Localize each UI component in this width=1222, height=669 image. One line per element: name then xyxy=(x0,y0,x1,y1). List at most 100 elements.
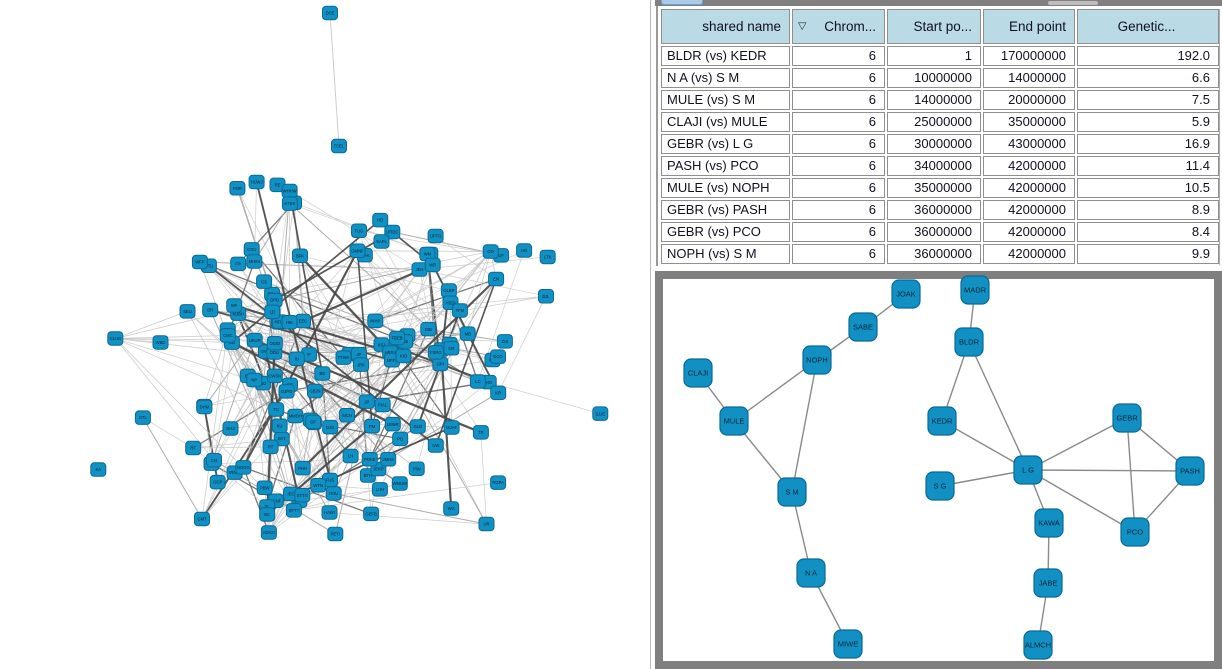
table-row[interactable]: MULE (vs) S M 6 14000000 20000000 7.5 xyxy=(661,90,1219,110)
network-edge[interactable] xyxy=(272,251,491,295)
network-edge[interactable] xyxy=(274,231,393,301)
network-node[interactable]: CLHB xyxy=(107,331,124,346)
table-row[interactable]: GEBR (vs) PASH 6 36000000 42000000 8.9 xyxy=(661,200,1219,220)
network-edge[interactable] xyxy=(378,381,489,470)
network-edge[interactable] xyxy=(274,342,393,361)
network-edge[interactable] xyxy=(1126,417,1136,533)
network-edge[interactable] xyxy=(233,305,278,410)
network-edge[interactable] xyxy=(268,344,382,533)
network-node[interactable]: SJJE xyxy=(592,406,609,421)
network-node[interactable]: DHM xyxy=(196,399,213,415)
network-node[interactable]: JMNS xyxy=(380,452,397,467)
network-node[interactable]: MIWE xyxy=(833,629,863,659)
network-node[interactable]: JRK xyxy=(353,357,369,372)
network-node[interactable]: WR xyxy=(424,257,441,273)
network-edge[interactable] xyxy=(299,255,449,291)
network-edge[interactable] xyxy=(201,375,276,520)
network-node[interactable]: PIW xyxy=(408,461,425,476)
network-node[interactable]: KR xyxy=(490,385,507,401)
network-edge[interactable] xyxy=(419,269,547,297)
network-node[interactable]: GMNF xyxy=(349,243,366,258)
network-node[interactable]: BFK xyxy=(292,248,308,263)
network-edge[interactable] xyxy=(488,381,601,415)
network-node[interactable]: TTWA xyxy=(335,350,352,365)
column-header-endpoint[interactable]: End point xyxy=(983,9,1075,44)
network-node[interactable]: DCE xyxy=(322,5,338,21)
network-node[interactable]: NP xyxy=(246,372,263,388)
network-edge[interactable] xyxy=(114,338,215,461)
network-node[interactable]: MB xyxy=(459,326,476,341)
network-edge[interactable] xyxy=(1027,469,1136,533)
network-edge[interactable] xyxy=(213,343,276,461)
network-node[interactable]: FBEB xyxy=(389,330,406,346)
network-node[interactable]: GMT xyxy=(194,511,210,527)
table-row[interactable]: MULE (vs) NOPH 6 35000000 42000000 10.5 xyxy=(661,178,1219,198)
network-node[interactable]: OJPG xyxy=(278,384,295,399)
network-edge[interactable] xyxy=(293,352,391,511)
network-node[interactable]: BE xyxy=(314,366,331,381)
column-header-startpo[interactable]: Start po... xyxy=(887,9,981,44)
network-edge[interactable] xyxy=(274,295,547,344)
table-scrollbar-track[interactable] xyxy=(1219,9,1220,265)
network-node[interactable]: IJCP xyxy=(209,474,226,490)
network-edge[interactable] xyxy=(394,346,487,525)
network-edge[interactable] xyxy=(467,251,492,334)
network-node[interactable]: DIB xyxy=(420,321,437,337)
network-node[interactable]: EEC xyxy=(295,313,311,329)
table-row[interactable]: BLDR (vs) KEDR 6 1 170000000 192.0 xyxy=(661,46,1219,66)
network-edge[interactable] xyxy=(329,12,340,147)
network-node[interactable]: L G xyxy=(1013,455,1043,485)
network-edge[interactable] xyxy=(115,338,277,410)
network-edge[interactable] xyxy=(419,256,548,270)
network-edge[interactable] xyxy=(255,181,335,494)
network-node[interactable]: NHJ xyxy=(222,421,239,436)
network-edge[interactable] xyxy=(192,390,287,449)
network-node[interactable]: JOAK xyxy=(891,279,921,309)
table-row[interactable]: N A (vs) S M 6 10000000 14000000 6.6 xyxy=(661,68,1219,88)
network-node[interactable]: MMDH xyxy=(287,408,304,424)
network-node[interactable]: PO xyxy=(392,431,409,447)
network-node[interactable]: IF xyxy=(301,347,318,362)
column-header-sharedname[interactable]: shared name xyxy=(661,9,790,44)
network-node[interactable]: HB xyxy=(516,243,533,258)
network-node[interactable]: CGU xyxy=(243,242,260,257)
table-mini-tab[interactable] xyxy=(661,0,703,5)
network-node[interactable]: CWSN xyxy=(266,368,283,384)
network-edge[interactable] xyxy=(302,263,434,323)
network-edge[interactable] xyxy=(208,265,437,447)
network-edge[interactable] xyxy=(293,364,362,511)
network-edge[interactable] xyxy=(289,295,547,323)
network-node[interactable]: GEFB xyxy=(363,506,380,522)
network-node[interactable]: DJI xyxy=(496,334,513,349)
network-node[interactable]: KIO xyxy=(395,348,412,364)
network-edge[interactable] xyxy=(115,335,228,339)
network-node[interactable]: LBWR xyxy=(384,416,401,432)
network-edge[interactable] xyxy=(203,311,273,408)
network-node[interactable]: LC xyxy=(469,374,486,389)
network-edge[interactable] xyxy=(253,203,291,262)
network-edge[interactable] xyxy=(274,264,433,301)
network-edge[interactable] xyxy=(193,446,271,449)
network-edge[interactable] xyxy=(115,310,188,339)
network-node[interactable]: KAWA xyxy=(1034,508,1064,538)
network-node[interactable]: LD xyxy=(264,304,281,320)
network-node[interactable]: WTN xyxy=(310,478,327,493)
table-row[interactable]: GEBR (vs) L G 6 30000000 43000000 16.9 xyxy=(661,134,1219,154)
column-header-chrom[interactable]: ▽ Chrom... xyxy=(792,9,885,44)
network-edge[interactable] xyxy=(968,341,1029,471)
network-node[interactable]: TUG xyxy=(351,223,367,238)
table-row[interactable]: PASH (vs) PCO 6 34000000 42000000 11.4 xyxy=(661,156,1219,176)
network-node[interactable]: RT xyxy=(262,439,279,455)
network-edge[interactable] xyxy=(343,357,371,460)
filter-icon[interactable]: ▽ xyxy=(798,20,807,32)
network-node[interactable]: KTKK xyxy=(281,196,298,211)
network-node[interactable]: WMUW xyxy=(391,476,408,491)
network-node[interactable]: JABE xyxy=(1033,568,1063,598)
selected-network-panel[interactable]: JOAK SABE NOPH CLAJI MULE S M N A MIWE MADR BLDR K… xyxy=(655,271,1222,669)
network-edge[interactable] xyxy=(369,328,429,460)
network-node[interactable]: HUWJ xyxy=(248,174,265,190)
network-node[interactable]: PETI xyxy=(327,526,344,542)
network-node[interactable]: STTG xyxy=(294,488,311,503)
network-node[interactable]: TR xyxy=(472,425,489,440)
network-node[interactable]: WG xyxy=(443,501,460,516)
